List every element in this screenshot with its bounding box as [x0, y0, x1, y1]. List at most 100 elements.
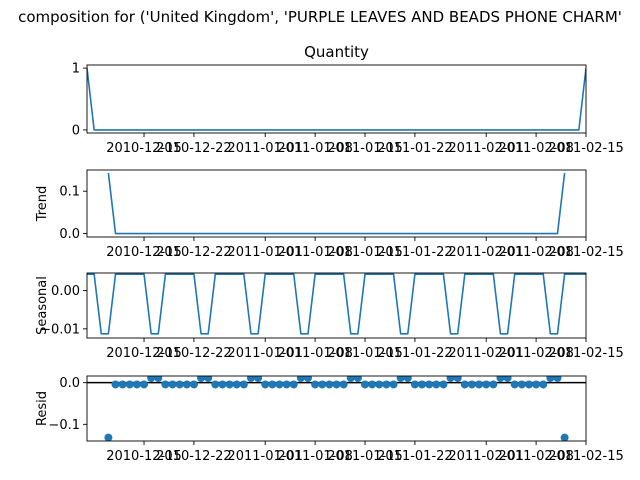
resid-point	[446, 376, 455, 382]
x-tick-label: 2011-01-01	[227, 245, 303, 260]
resid-point	[147, 376, 156, 382]
resid-point	[396, 376, 405, 382]
y-axis-label-resid: Resid	[35, 391, 50, 426]
resid-point	[303, 376, 312, 382]
resid-point	[410, 380, 419, 389]
resid-point	[346, 376, 355, 382]
x-tick-label: 2011-02-08	[498, 245, 574, 260]
axes-frame-observed	[86, 64, 587, 134]
x-tick-label: 2010-12-15	[106, 346, 182, 361]
resid-point	[246, 376, 255, 382]
series-line-observed	[87, 67, 586, 131]
resid-point	[218, 380, 227, 389]
x-tick-label: 2010-12-15	[106, 449, 182, 464]
resid-point	[517, 380, 526, 389]
resid-point	[418, 380, 427, 389]
x-tick-label: 2011-01-01	[227, 449, 303, 464]
x-tick-label: 2010-12-15	[106, 141, 182, 156]
x-tick-label: 2011-02-15	[548, 449, 624, 464]
x-tick-label: 2010-12-15	[106, 245, 182, 260]
y-tick-label: 0	[72, 123, 80, 138]
resid-point	[268, 380, 277, 389]
resid-point	[275, 380, 284, 389]
resid-point	[225, 380, 234, 389]
resid-point	[154, 376, 163, 382]
resid-point	[339, 380, 348, 389]
x-tick-label: 2011-02-15	[548, 141, 624, 156]
resid-point	[425, 380, 434, 389]
x-tick-label: 2011-01-15	[327, 141, 403, 156]
panel-seasonal: 0.00−0.012010-12-152010-12-222011-01-012…	[35, 272, 624, 361]
resid-point	[161, 380, 170, 389]
y-tick-label: 1	[72, 62, 80, 77]
x-tick-label: 2011-01-01	[227, 141, 303, 156]
resid-point	[318, 380, 327, 389]
resid-point	[140, 380, 149, 389]
x-tick-label: 2010-12-22	[156, 346, 232, 361]
resid-point	[132, 380, 141, 389]
x-tick-label: 2011-01-01	[227, 346, 303, 361]
x-tick-label: 2011-02-08	[498, 141, 574, 156]
resid-point	[332, 380, 341, 389]
resid-point	[375, 380, 384, 389]
resid-point	[111, 380, 120, 389]
resid-point	[482, 380, 491, 389]
resid-point	[289, 380, 298, 389]
resid-point	[168, 380, 177, 389]
x-tick-label: 2011-02-01	[448, 449, 524, 464]
resid-point	[382, 380, 391, 389]
x-tick-label: 2011-02-15	[548, 245, 624, 260]
x-tick-label: 2011-01-22	[377, 141, 453, 156]
y-tick-label: 0.0	[59, 376, 80, 391]
resid-point	[439, 380, 448, 389]
series-line-trend	[107, 172, 566, 235]
plot-area-trend	[107, 172, 566, 235]
resid-point	[475, 380, 484, 389]
resid-point	[553, 376, 562, 382]
y-tick-label: −0.1	[48, 418, 80, 433]
resid-point	[389, 380, 398, 389]
x-tick-label: 2010-12-22	[156, 449, 232, 464]
resid-point	[182, 380, 191, 389]
panels: 012010-12-152010-12-222011-01-012011-01-…	[35, 43, 624, 464]
x-tick-label: 2010-12-22	[156, 141, 232, 156]
panel-title: Quantity	[304, 43, 369, 61]
x-tick-label: 2011-02-08	[498, 346, 574, 361]
resid-point	[125, 380, 134, 389]
y-tick-label: 0.0	[59, 227, 80, 242]
resid-point	[118, 380, 127, 389]
resid-point	[311, 380, 320, 389]
panel-trend: 0.00.12010-12-152010-12-222011-01-012011…	[35, 169, 624, 260]
x-tick-label: 2011-02-01	[448, 346, 524, 361]
x-tick-label: 2011-02-15	[548, 346, 624, 361]
resid-point	[282, 380, 291, 389]
axes-frame-resid	[86, 375, 587, 442]
y-axis-label-trend: Trend	[35, 186, 50, 223]
y-tick-label: −0.01	[40, 322, 80, 337]
axes-frame-trend	[86, 169, 587, 238]
axes-frame-seasonal	[86, 272, 587, 339]
resid-point	[104, 433, 113, 441]
resid-point	[532, 380, 541, 389]
resid-point	[296, 376, 305, 382]
resid-point	[368, 380, 377, 389]
resid-point	[211, 380, 220, 389]
resid-point	[189, 380, 198, 389]
x-tick-label: 2011-01-15	[327, 346, 403, 361]
resid-point	[432, 380, 441, 389]
resid-point	[361, 380, 370, 389]
x-tick-label: 2011-02-01	[448, 141, 524, 156]
resid-point	[467, 380, 476, 389]
resid-point	[239, 380, 248, 389]
series-line-seasonal	[87, 273, 586, 335]
x-tick-label: 2011-01-15	[327, 449, 403, 464]
resid-point	[261, 380, 270, 389]
resid-point	[453, 376, 462, 382]
resid-point	[232, 380, 241, 389]
resid-point	[539, 380, 548, 389]
x-tick-label: 2011-02-01	[448, 245, 524, 260]
resid-point	[460, 380, 469, 389]
resid-point	[489, 380, 498, 389]
